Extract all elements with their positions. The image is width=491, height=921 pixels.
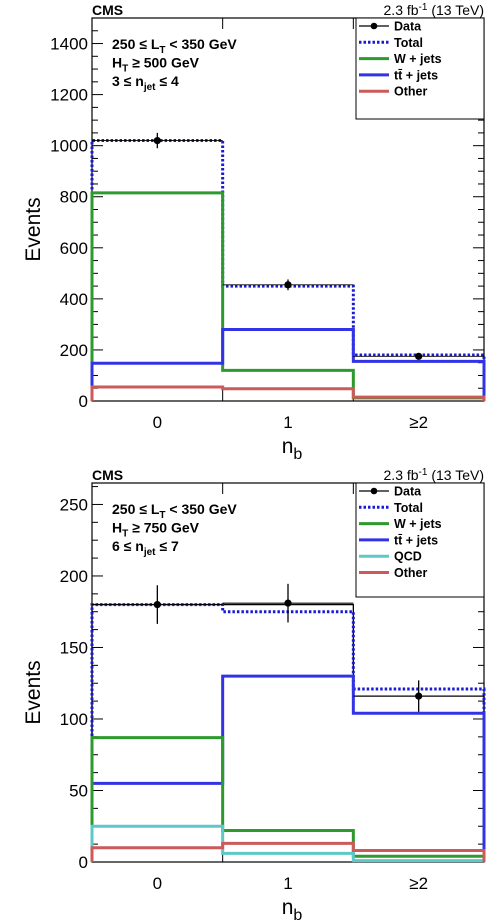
chart-panel-1: CMS 2.3 fb-1 (13 TeV) 0 200 400 600 800 1000 120… (22, 2, 486, 463)
histogram-other (90, 385, 486, 401)
histogram-tt-jets (90, 328, 486, 401)
x-tick-label: 1 (283, 874, 292, 893)
data-point (153, 600, 161, 609)
data-point (284, 599, 292, 607)
x-tick-label: 1 (283, 413, 292, 432)
legend-label: QCD (394, 550, 422, 564)
x-tick-label: ≥2 (409, 874, 428, 893)
y-tick-label: 400 (60, 290, 88, 309)
legend-label: Other (394, 85, 427, 99)
x-axis-label: nb (282, 435, 303, 463)
x-tick-label: 0 (153, 874, 162, 893)
data-point (415, 352, 423, 360)
legend-label: Data (394, 485, 422, 499)
cut-label: 3 ≤ njet ≤ 4 (112, 73, 179, 93)
data-point (415, 692, 423, 700)
y-tick-label: 50 (69, 781, 88, 800)
experiment-label: CMS (92, 2, 123, 18)
experiment-label: CMS (92, 467, 123, 483)
legend-label: tt̄ + jets (394, 68, 438, 82)
legend-label: Data (394, 20, 422, 34)
x-axis-label: nb (282, 896, 303, 921)
chart-panel-2: CMS 2.3 fb-1 (13 TeV) 0 50 100 150 200 250 0 1 ≥2 n… (22, 467, 486, 921)
legend-marker-data-dot (370, 487, 378, 495)
histogram-w-jets (90, 736, 486, 862)
y-tick-label: 200 (60, 341, 88, 360)
legend-label: W + jets (394, 52, 442, 66)
lumi-label: 2.3 fb-1 (13 TeV) (384, 2, 484, 18)
data-point (284, 281, 292, 289)
histogram-data-line (91, 603, 485, 862)
y-tick-label: 200 (60, 567, 88, 586)
x-tick-label: 0 (153, 413, 162, 432)
cut-label: 250 ≤ LT < 350 GeV (112, 36, 237, 56)
legend-label: tt̄ + jets (394, 533, 438, 547)
histogram-qcd (90, 824, 486, 863)
legend-box (355, 17, 485, 120)
y-axis-label: Events (22, 197, 45, 261)
x-tick-label: ≥2 (409, 413, 428, 432)
histogram-tt-jets (90, 674, 486, 862)
y-tick-label: 1000 (50, 137, 88, 156)
y-tick-label: 250 (60, 495, 88, 514)
legend-label: Other (394, 566, 427, 580)
legend-marker-data-dot (370, 22, 378, 30)
y-tick-label: 0 (79, 853, 88, 872)
y-tick-label: 100 (60, 710, 88, 729)
y-tick-label: 1400 (50, 35, 88, 54)
data-point (153, 136, 161, 145)
legend-label: W + jets (394, 517, 442, 531)
y-tick-label: 1200 (50, 86, 88, 105)
cut-label: HT ≥ 750 GeV (112, 520, 200, 540)
y-tick-label: 800 (60, 188, 88, 207)
cut-label: HT ≥ 500 GeV (112, 55, 200, 75)
legend-label: Total (394, 36, 423, 50)
lumi-label: 2.3 fb-1 (13 TeV) (384, 467, 484, 483)
cut-label: 6 ≤ njet ≤ 7 (112, 538, 179, 558)
histogram-w-jets (90, 191, 486, 401)
y-tick-label: 0 (79, 392, 88, 411)
y-tick-label: 150 (60, 638, 88, 657)
y-axis-label: Events (22, 660, 45, 724)
cut-label: 250 ≤ LT < 350 GeV (112, 501, 237, 521)
histogram-other (90, 841, 486, 862)
histogram-total (90, 603, 486, 862)
legend-label: Total (394, 501, 423, 515)
y-tick-label: 600 (60, 239, 88, 258)
